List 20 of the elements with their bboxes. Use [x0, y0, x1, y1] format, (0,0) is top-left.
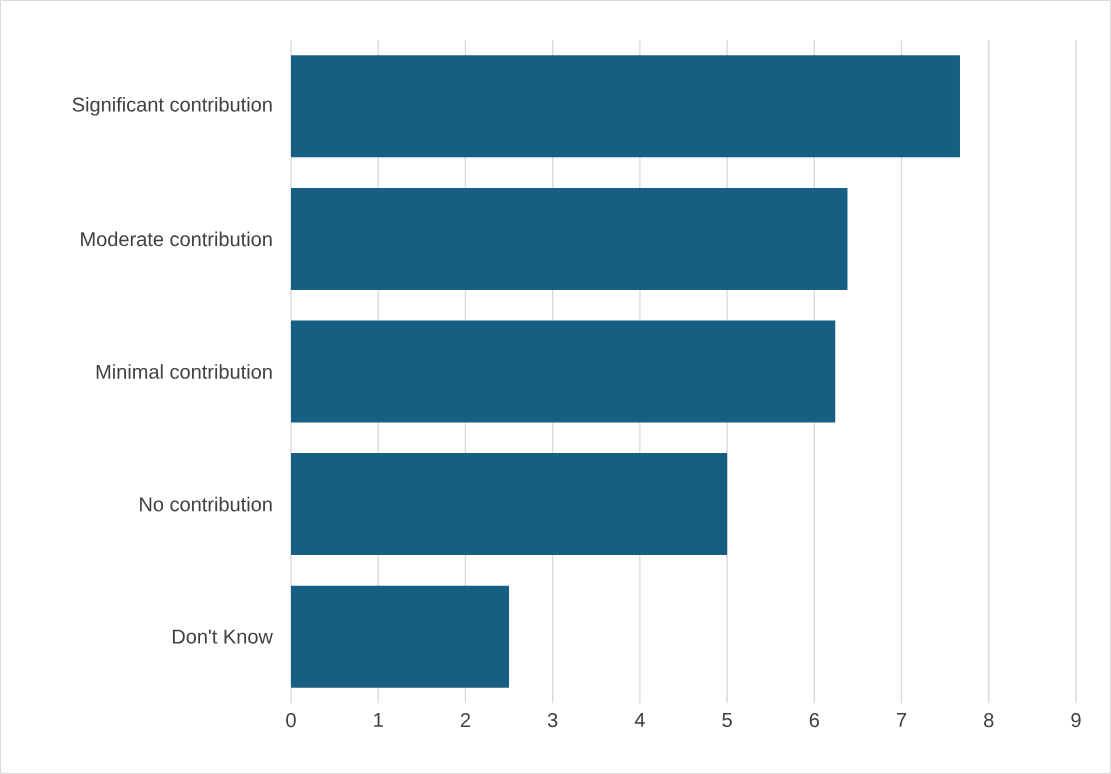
bar: [291, 453, 728, 556]
x-tick-label: 0: [286, 713, 296, 728]
bar: [291, 320, 836, 423]
y-tick-label: Minimal contribution: [96, 364, 272, 379]
x-tick-label: 5: [722, 713, 732, 727]
x-tick-label: 3: [547, 713, 558, 728]
x-tick-label: 9: [1071, 713, 1081, 728]
y-tick-label: Moderate contribution: [81, 231, 272, 247]
x-tick-label: 6: [809, 713, 820, 728]
x-tick-label: 1: [374, 713, 383, 727]
bar: [291, 187, 848, 290]
y-tick-label: No contribution: [140, 496, 272, 512]
x-tick-label: 7: [897, 713, 907, 727]
y-tick-label: Significant contribution: [72, 96, 272, 116]
y-tick-label: Don't Know: [172, 629, 273, 644]
bar: [291, 55, 960, 158]
x-tick-label: 4: [634, 713, 645, 727]
bar: [291, 585, 510, 688]
x-tick-label: 2: [460, 713, 470, 727]
x-tick-label: 8: [984, 713, 994, 728]
